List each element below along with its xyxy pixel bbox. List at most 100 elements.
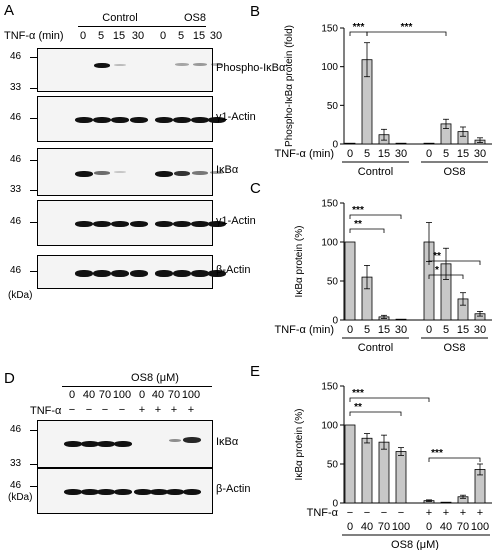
blot-band xyxy=(134,489,152,495)
y-tick-label: 50 xyxy=(327,460,339,471)
mw-marker: 46 xyxy=(10,216,22,227)
blot-band xyxy=(173,270,191,277)
significance-bracket xyxy=(428,274,464,279)
bar xyxy=(344,241,356,321)
y-tick-label: 0 xyxy=(332,499,338,510)
significance-label: *** xyxy=(431,448,443,459)
blot-band xyxy=(114,171,126,173)
panel-letter: B xyxy=(250,3,260,20)
blot-band xyxy=(97,441,115,447)
mw-tick xyxy=(30,118,37,119)
x-tick-label: 15 xyxy=(378,148,390,160)
blot-band xyxy=(64,441,82,447)
blot-band xyxy=(183,437,201,443)
x-tick-label: 0 xyxy=(426,148,432,160)
x-tick-label: 30 xyxy=(395,324,407,336)
blot-band xyxy=(210,171,224,174)
conc-label: 100 xyxy=(181,389,201,401)
tnf-label: TNF-α (min) xyxy=(4,30,64,42)
tnf-label-d: TNF-α xyxy=(30,405,62,417)
y-tick-label: 50 xyxy=(327,277,339,288)
conc-label: 40 xyxy=(82,389,96,401)
blot-band xyxy=(173,117,191,123)
mw-marker: 46 xyxy=(10,480,22,491)
blot-membrane xyxy=(37,255,226,289)
lane-label: 30 xyxy=(131,30,145,42)
blot-label: IκBα xyxy=(216,436,239,448)
blot-band xyxy=(93,270,111,277)
lane-label: 30 xyxy=(209,30,223,42)
blot-band xyxy=(174,171,190,176)
mw-tick xyxy=(30,160,37,161)
blot-label: β-Actin xyxy=(216,264,251,276)
y-tick-label: 150 xyxy=(321,382,338,393)
x-tick-label: 5 xyxy=(443,324,449,336)
blot-band xyxy=(94,171,110,175)
panel-letter: E xyxy=(250,363,260,380)
group-line-os8-um xyxy=(62,386,212,387)
blot-band xyxy=(114,441,132,447)
blot-band xyxy=(75,171,93,177)
significance-bracket xyxy=(366,31,447,36)
blot-label: IκBα xyxy=(216,164,239,176)
bar xyxy=(395,451,407,504)
tnf-sign: − xyxy=(398,507,404,519)
group-label-control: Control xyxy=(102,12,138,24)
group-line-control xyxy=(78,26,162,27)
blot-band xyxy=(191,221,209,227)
y-tick-label: 100 xyxy=(321,421,338,432)
blot-band xyxy=(166,489,184,495)
x-tick-label: 30 xyxy=(474,148,486,160)
significance-bracket xyxy=(428,457,481,462)
mw-tick xyxy=(30,430,37,431)
significance-bracket xyxy=(349,411,402,416)
blot-band xyxy=(111,270,129,277)
mw-marker: 46 xyxy=(10,112,22,123)
blot-band xyxy=(191,270,209,277)
lane-label: 0 xyxy=(159,30,167,42)
blot-band xyxy=(93,221,111,227)
conc-label: 40 xyxy=(151,389,165,401)
group-label: Control xyxy=(358,166,393,178)
group-label-os8-um: OS8 (μM) xyxy=(131,372,179,384)
y-tick-label: 50 xyxy=(327,101,339,112)
y-tick-label: 100 xyxy=(321,62,338,73)
blot-band xyxy=(75,221,93,227)
x-tick-label: 40 xyxy=(361,521,373,533)
x-tick-label: 30 xyxy=(474,324,486,336)
blot-membrane xyxy=(37,468,213,514)
panel-letter-d: D xyxy=(4,370,15,387)
x-tick-label: 40 xyxy=(440,521,452,533)
bar xyxy=(395,318,407,321)
x-tick-label: 15 xyxy=(457,324,469,336)
significance-label: *** xyxy=(352,388,364,399)
lane-label: 5 xyxy=(97,30,105,42)
y-tick-label: 100 xyxy=(321,238,338,249)
x-tick-label: 15 xyxy=(378,324,390,336)
tnf-sign: − xyxy=(364,507,370,519)
tnf-sign: − xyxy=(347,507,353,519)
blot-band xyxy=(150,489,168,495)
x-tick-label: 0 xyxy=(347,521,353,533)
blot-band xyxy=(175,63,189,66)
blot-band xyxy=(191,117,209,123)
group-label: OS8 (μM) xyxy=(391,539,439,550)
blot-band xyxy=(155,117,173,123)
tnf-sign: − xyxy=(68,404,76,416)
significance-label: *** xyxy=(401,22,413,33)
significance-bracket xyxy=(349,228,385,233)
y-axis-label: IκBα protein (%) xyxy=(294,226,305,298)
conc-label: 0 xyxy=(68,389,76,401)
blot-band xyxy=(208,117,226,123)
blot-band xyxy=(64,489,82,495)
tnf-sign: − xyxy=(101,404,109,416)
kda-label-a: (kDa) xyxy=(8,290,33,301)
tnf-sign: − xyxy=(381,507,387,519)
x-tick-label: 100 xyxy=(392,521,410,533)
blot-band xyxy=(75,270,93,277)
blot-membrane xyxy=(37,420,213,468)
blot-membrane xyxy=(37,200,226,246)
mw-tick xyxy=(30,271,37,272)
blot-band xyxy=(130,117,148,123)
conc-label: 70 xyxy=(98,389,112,401)
